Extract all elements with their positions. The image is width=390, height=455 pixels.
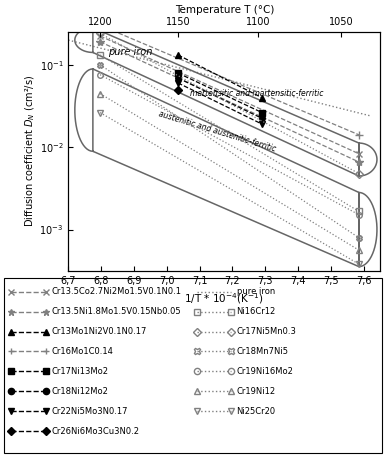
Text: pure iron: pure iron: [237, 287, 275, 296]
Text: pure iron: pure iron: [108, 47, 152, 57]
Text: Cr13Mo1Ni2V0.1N0.17: Cr13Mo1Ni2V0.1N0.17: [51, 327, 147, 336]
Text: Cr13.5Co2.7Ni2Mo1.5V0.1N0.1: Cr13.5Co2.7Ni2Mo1.5V0.1N0.1: [51, 287, 181, 296]
Text: Cr19Ni16Mo2: Cr19Ni16Mo2: [237, 367, 293, 376]
Text: Cr17Ni5Mn0.3: Cr17Ni5Mn0.3: [237, 327, 296, 336]
Text: Cr19Ni12: Cr19Ni12: [237, 387, 276, 396]
Y-axis label: Diffusion coefficient $D_N$ (cm²/s): Diffusion coefficient $D_N$ (cm²/s): [23, 75, 37, 228]
Text: Ni25Cr20: Ni25Cr20: [237, 407, 276, 416]
Text: Cr17Ni13Mo2: Cr17Ni13Mo2: [51, 367, 108, 376]
Text: austenitic and austenitic-ferritic: austenitic and austenitic-ferritic: [157, 109, 277, 153]
Text: Ni16Cr12: Ni16Cr12: [237, 307, 276, 316]
Text: martensitic and martensitic-ferritic: martensitic and martensitic-ferritic: [190, 89, 323, 98]
Text: Cr13.5Ni1.8Mo1.5V0.15Nb0.05: Cr13.5Ni1.8Mo1.5V0.15Nb0.05: [51, 307, 181, 316]
Text: Cr26Ni6Mo3Cu3N0.2: Cr26Ni6Mo3Cu3N0.2: [51, 427, 139, 436]
Text: Cr18Mn7Ni5: Cr18Mn7Ni5: [237, 347, 289, 356]
Text: Cr18Ni12Mo2: Cr18Ni12Mo2: [51, 387, 108, 396]
Text: Cr22Ni5Mo3N0.17: Cr22Ni5Mo3N0.17: [51, 407, 128, 416]
X-axis label: Temperature T (°C): Temperature T (°C): [175, 5, 274, 15]
X-axis label: 1/T * 10$^{-4}$(K$^{-1}$): 1/T * 10$^{-4}$(K$^{-1}$): [184, 291, 264, 306]
Text: Cr16Mo1C0.14: Cr16Mo1C0.14: [51, 347, 113, 356]
